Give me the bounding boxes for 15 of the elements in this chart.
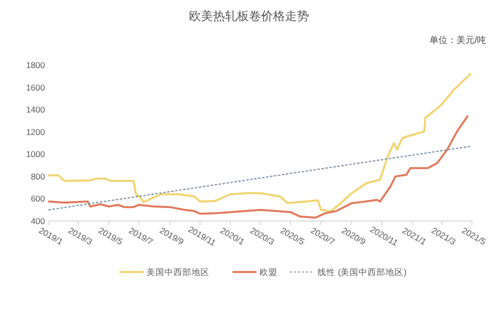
y-tick-label: 1600 <box>26 82 46 92</box>
line-series <box>48 72 472 213</box>
text: 单位：美元/吨 <box>429 35 486 45</box>
y-tick-label: 1400 <box>26 104 46 115</box>
chart-title: 欧美热轧板卷价格走势 <box>189 9 309 23</box>
y-tick-label: 400 <box>30 216 46 226</box>
y-tick-label: 800 <box>30 171 46 182</box>
legend-label: 美国中西部地区 <box>146 266 210 277</box>
legend-label: 欧盟 <box>260 266 278 277</box>
legend-label: 线性 (美国中西部地区) <box>318 266 407 277</box>
y-tick-label: 600 <box>30 194 46 204</box>
y-tick-label: 1800 <box>26 60 46 70</box>
y-tick-label: 1200 <box>26 126 46 137</box>
line-series <box>48 115 469 219</box>
y-tick-label: 1000 <box>26 149 46 160</box>
